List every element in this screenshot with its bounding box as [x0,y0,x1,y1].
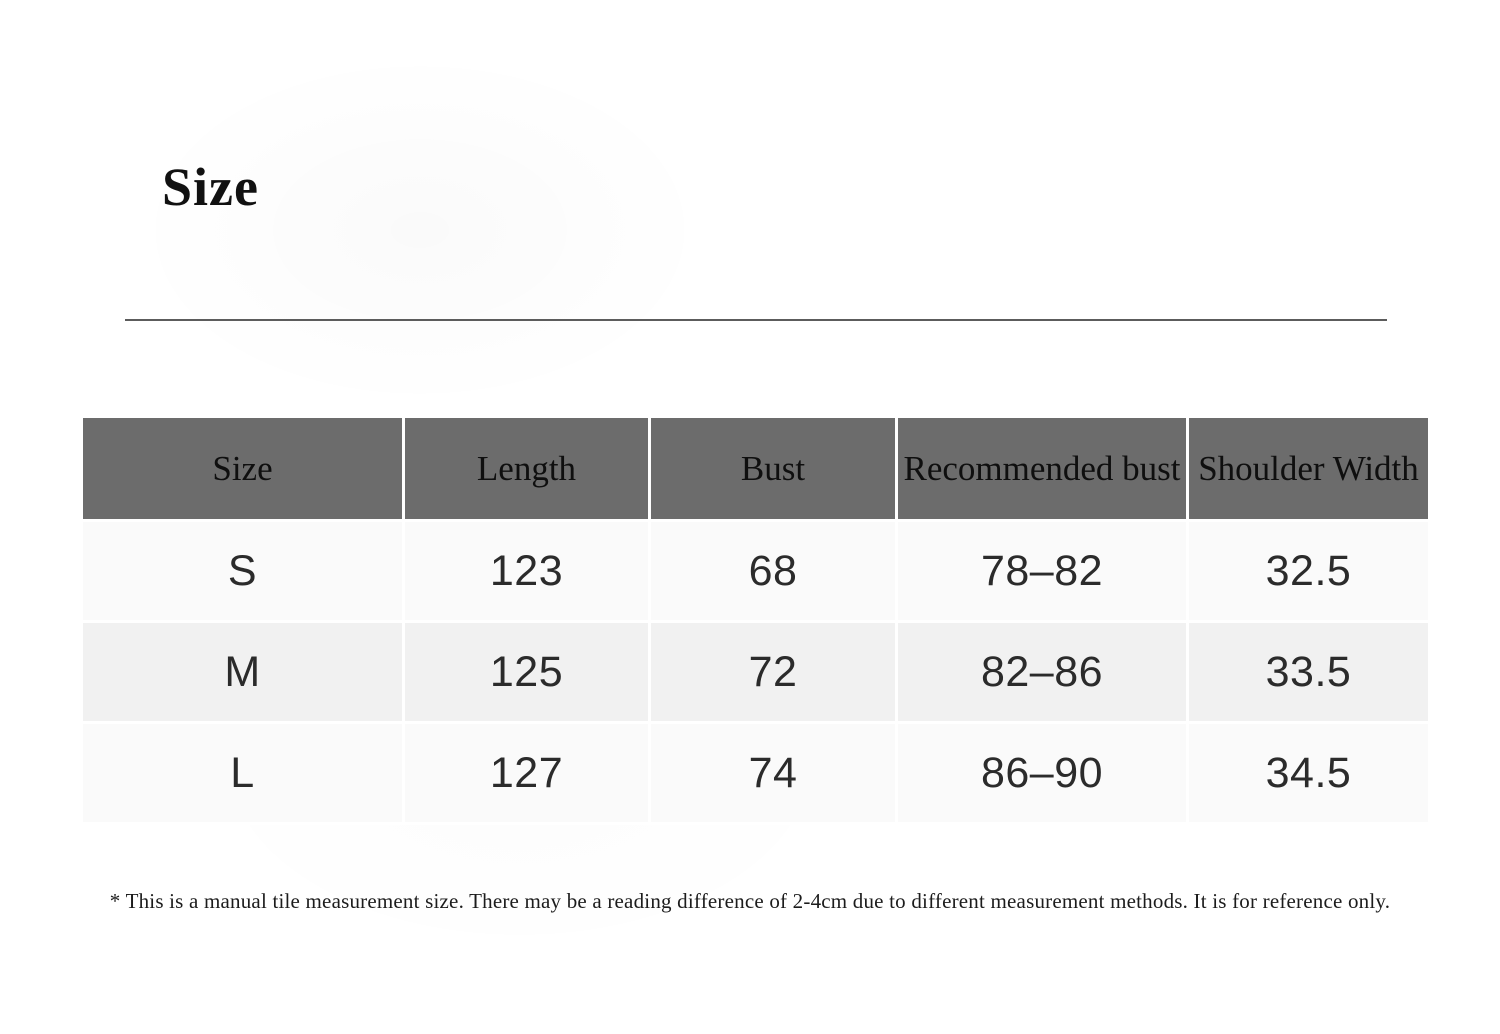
measurement-footnote: * This is a manual tile measurement size… [109,889,1391,913]
length-cell: 127 [402,721,651,825]
length-cell: 125 [402,620,651,724]
title-divider [125,319,1387,321]
recommended-bust-cell: 82–86 [895,620,1189,724]
recommended-bust-cell: 78–82 [895,519,1189,623]
column-header-shoulder-width: Shoulder Width [1186,415,1431,522]
length-cell: 123 [402,519,651,623]
column-header-recommended-bust: Recommended bust [895,415,1189,522]
column-header-bust: Bust [648,415,898,522]
table-row-m: M 125 72 82–86 33.5 [80,620,1431,724]
bust-cell: 74 [648,721,898,825]
shoulder-width-cell: 32.5 [1186,519,1431,623]
recommended-bust-cell: 86–90 [895,721,1189,825]
table-row-l: L 127 74 86–90 34.5 [80,721,1431,825]
size-cell: L [80,721,405,825]
size-cell: S [80,519,405,623]
size-chart-table: Size Length Bust Recommended bust Should… [80,415,1431,825]
size-cell: M [80,620,405,724]
table-header-row: Size Length Bust Recommended bust Should… [80,415,1431,522]
shoulder-width-cell: 33.5 [1186,620,1431,724]
column-header-length: Length [402,415,651,522]
shoulder-width-cell: 34.5 [1186,721,1431,825]
bust-cell: 72 [648,620,898,724]
page-title: Size [162,157,259,217]
table-row-s: S 123 68 78–82 32.5 [80,519,1431,623]
column-header-size: Size [80,415,405,522]
bust-cell: 68 [648,519,898,623]
